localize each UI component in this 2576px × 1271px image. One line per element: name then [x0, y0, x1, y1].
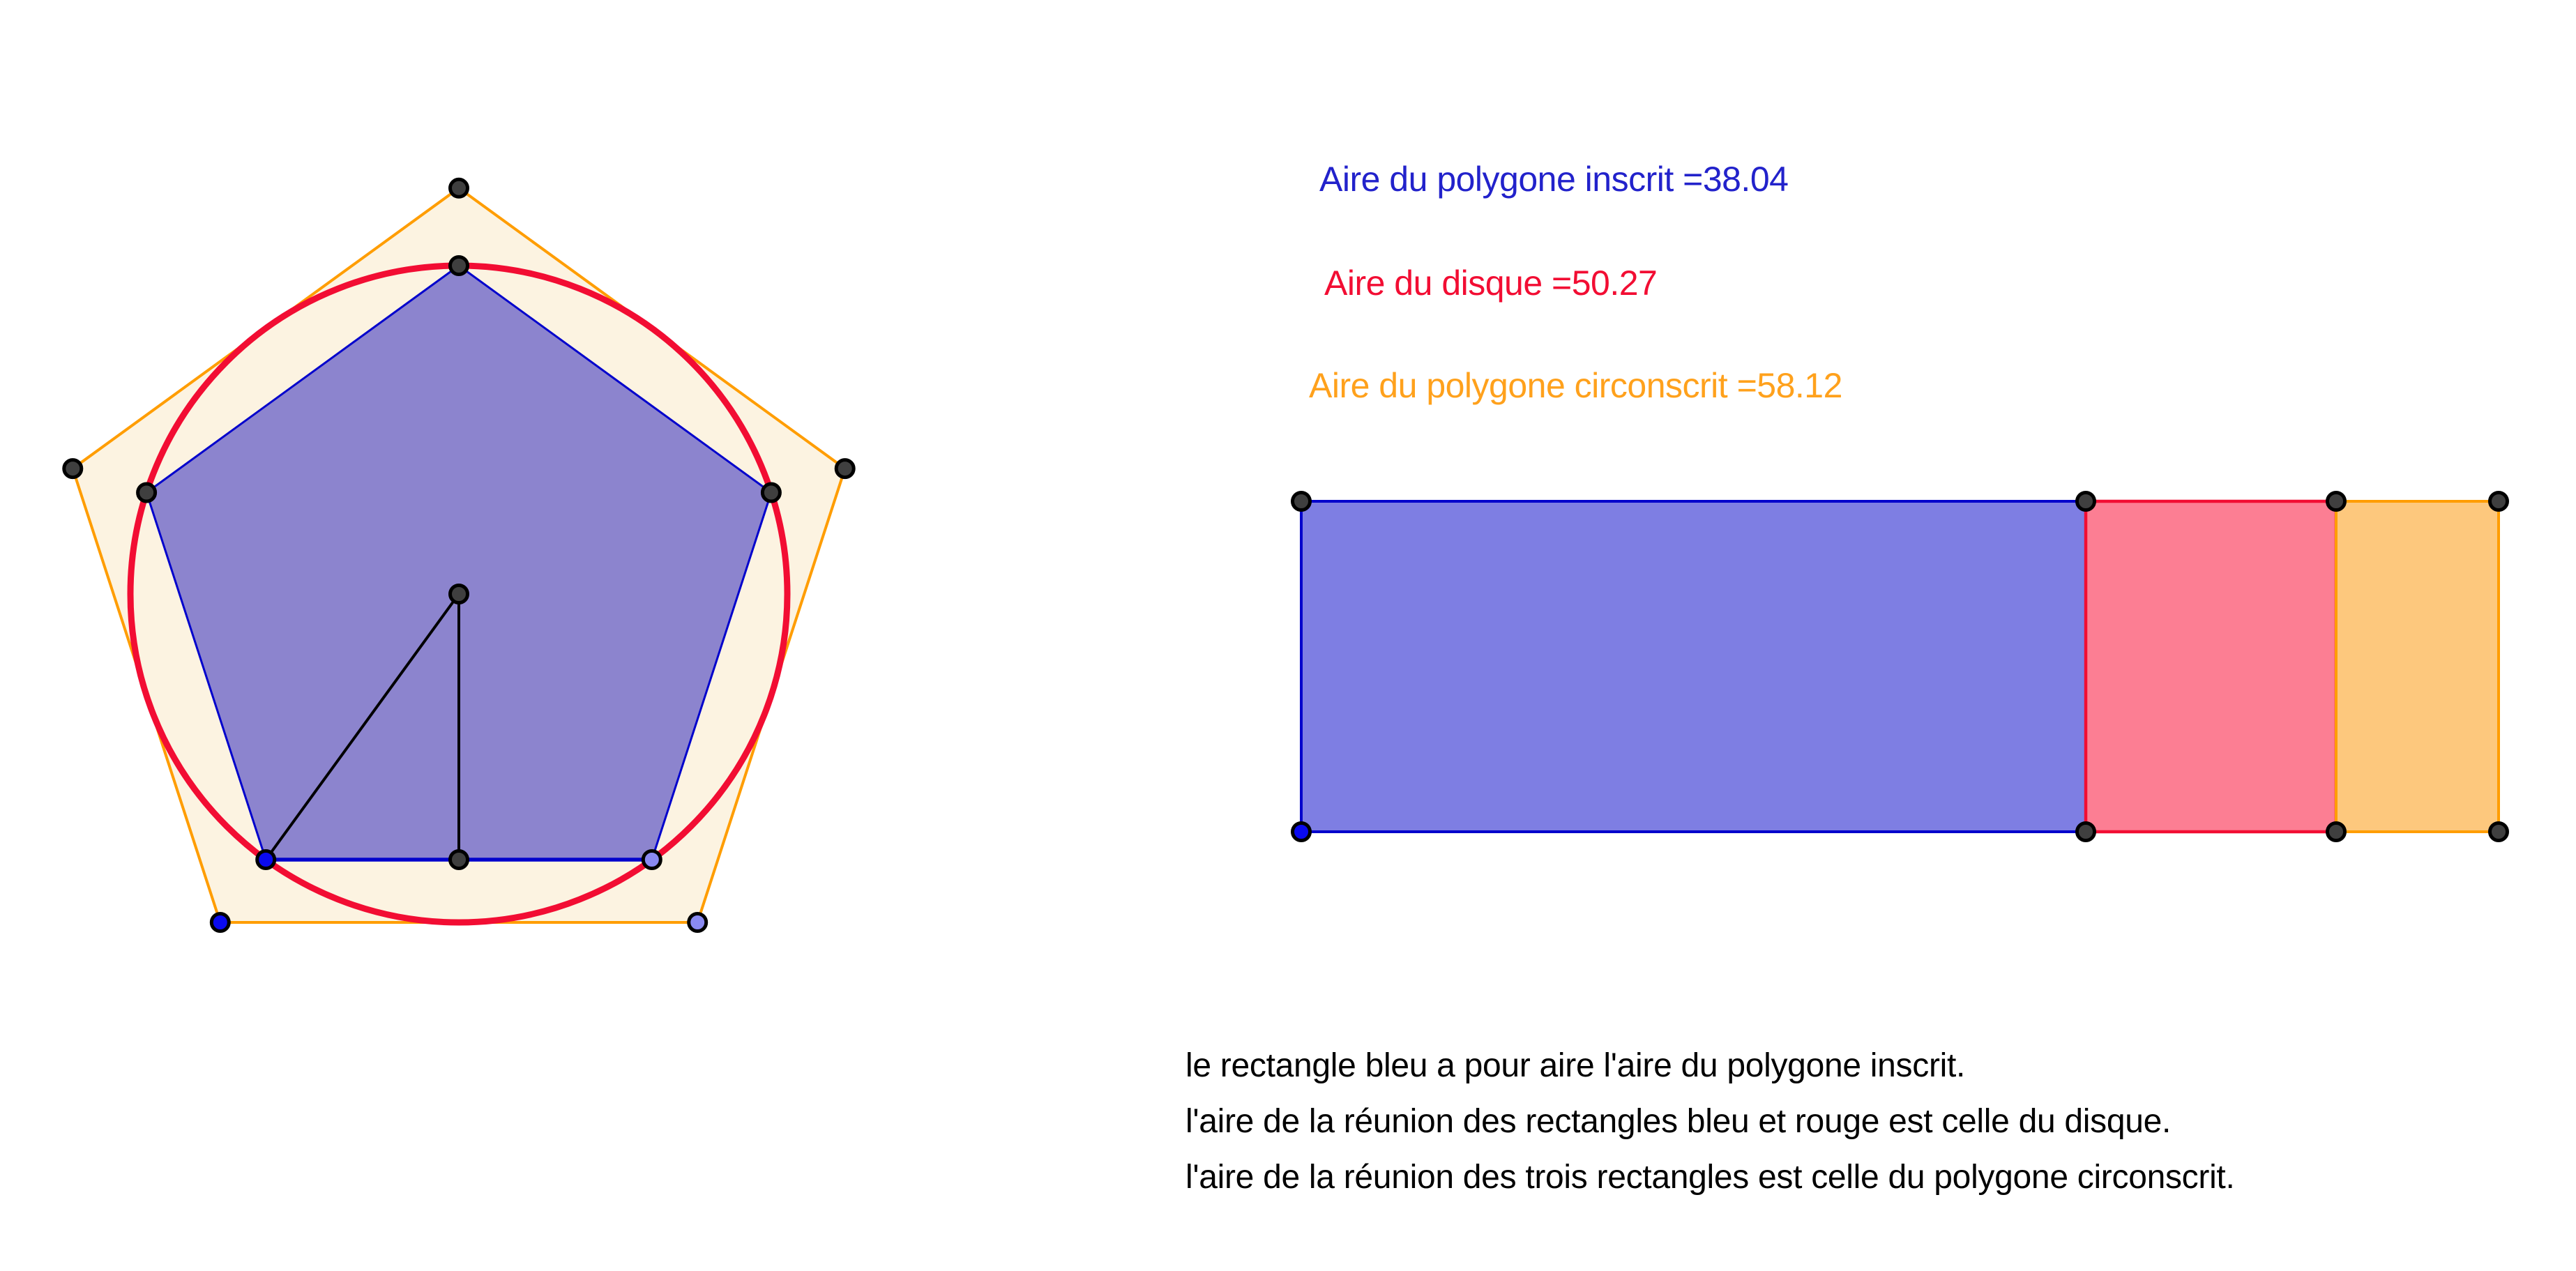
caption: le rectangle bleu a pour aire l'aire du …	[1185, 1038, 2235, 1205]
point-outer-bottom-right[interactable]	[687, 912, 709, 933]
point-center	[448, 584, 469, 604]
label-area-inscribed-polygon: Aire du polygone inscrit =38.04	[1319, 160, 1789, 199]
point-inner-right	[760, 482, 782, 503]
point-outer-right	[834, 458, 856, 480]
point-rect-bottom-red-orange	[2326, 821, 2347, 842]
point-outer-left	[62, 458, 84, 480]
point-rect-top-red-orange	[2326, 491, 2347, 512]
point-rect-top-left	[1291, 491, 1312, 512]
point-rect-bottom-left[interactable]	[1291, 821, 1312, 842]
red-rectangle	[2084, 499, 2338, 834]
point-outer-bottom-left[interactable]	[209, 912, 231, 933]
point-rect-bottom-right	[2488, 821, 2509, 842]
caption-line-1: le rectangle bleu a pour aire l'aire du …	[1185, 1047, 1966, 1084]
point-inner-bottom-left[interactable]	[255, 849, 277, 870]
point-inner-bottom-right[interactable]	[641, 849, 662, 870]
label-area-disk: Aire du disque =50.27	[1324, 264, 1658, 303]
caption-line-2: l'aire de la réunion des rectangles bleu…	[1185, 1103, 2172, 1140]
label-area-circumscribed-polygon: Aire du polygone circonscrit =58.12	[1309, 366, 1842, 405]
point-inner-left	[136, 482, 158, 503]
point-outer-top	[448, 177, 469, 199]
point-rect-bottom-blue-red	[2075, 821, 2096, 842]
point-rect-top-blue-red	[2075, 491, 2096, 512]
caption-line-3: l'aire de la réunion des trois rectangle…	[1185, 1159, 2235, 1196]
blue-rectangle	[1300, 500, 2087, 833]
radius-segment	[264, 593, 460, 861]
point-inner-top	[448, 255, 469, 276]
orange-rectangle	[2335, 500, 2500, 833]
point-base-midpoint	[448, 849, 469, 870]
point-rect-top-right	[2488, 491, 2509, 512]
